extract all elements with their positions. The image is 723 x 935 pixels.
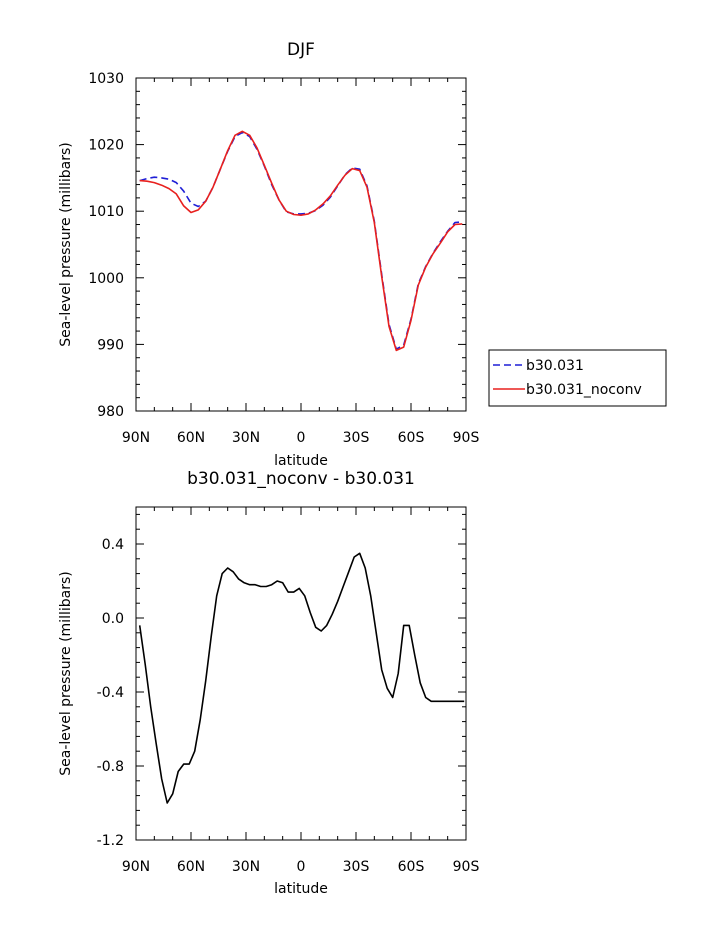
x-tick-label: 60S [398, 430, 425, 446]
series-line-b30-031-noconv [140, 131, 463, 350]
x-tick-label: 90S [453, 430, 480, 446]
x-tick-label: 60N [177, 859, 205, 875]
y-axis-label: Sea-level pressure (millibars) [58, 571, 74, 775]
y-tick-label: 990 [97, 337, 124, 353]
top-chart-panel: DJF 90N 60N 30N 0 30S 60S 90S 980 990 1000 1010 1020… [58, 40, 479, 469]
x-tick-label: 0 [297, 859, 306, 875]
x-tick-label: 30S [343, 430, 370, 446]
x-axis-label: latitude [274, 881, 328, 897]
legend-label: b30.031 [526, 358, 584, 374]
legend: b30.031 b30.031_noconv [489, 350, 666, 406]
y-tick-label: 1000 [88, 271, 124, 287]
plot-frame [136, 78, 466, 411]
y-tick-label: 980 [97, 404, 124, 420]
x-tick-label: 0 [297, 430, 306, 446]
x-tick-label: 90N [122, 430, 150, 446]
y-tick-label: 0.4 [102, 537, 124, 553]
legend-label: b30.031_noconv [526, 382, 642, 398]
y-tick-label: 1010 [88, 204, 124, 220]
x-tick-label: 30N [232, 859, 260, 875]
y-tick-label: 0.0 [102, 611, 124, 627]
y-axis-label: Sea-level pressure (millibars) [58, 142, 74, 346]
y-tick-label: 1030 [88, 71, 124, 87]
plot-frame [136, 507, 466, 840]
chart-title: DJF [287, 40, 315, 60]
x-tick-label: 30S [343, 859, 370, 875]
y-tick-label: -0.4 [97, 685, 124, 701]
x-tick-label: 60N [177, 430, 205, 446]
y-tick-label: 1020 [88, 138, 124, 154]
bottom-chart-panel: b30.031_noconv - b30.031 90N 60N 30N 0 30S 60S… [58, 469, 479, 897]
x-tick-label: 90S [453, 859, 480, 875]
y-tick-label: -1.2 [97, 833, 124, 849]
x-tick-label: 30N [232, 430, 260, 446]
x-tick-label: 90N [122, 859, 150, 875]
series-line-series-0 [140, 553, 465, 803]
y-tick-label: -0.8 [97, 759, 124, 775]
chart-title: b30.031_noconv - b30.031 [187, 469, 415, 489]
x-axis-label: latitude [274, 453, 328, 469]
x-tick-label: 60S [398, 859, 425, 875]
series-line-b30-031 [140, 133, 463, 350]
